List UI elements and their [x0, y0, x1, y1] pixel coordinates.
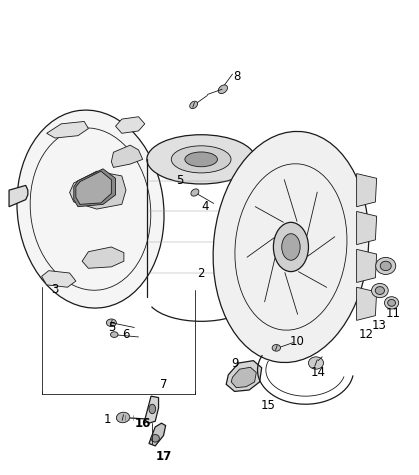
Polygon shape	[41, 271, 76, 287]
Polygon shape	[47, 122, 88, 138]
Ellipse shape	[385, 297, 398, 309]
Text: 15: 15	[261, 399, 275, 412]
Text: 5: 5	[108, 321, 115, 334]
Ellipse shape	[171, 146, 231, 173]
Ellipse shape	[149, 404, 155, 414]
Polygon shape	[116, 117, 145, 133]
Text: 4: 4	[202, 200, 209, 213]
Polygon shape	[70, 171, 126, 209]
Polygon shape	[357, 173, 377, 207]
Ellipse shape	[176, 165, 184, 172]
Ellipse shape	[116, 412, 130, 423]
Polygon shape	[76, 171, 111, 204]
Ellipse shape	[190, 101, 197, 109]
Text: 10: 10	[290, 335, 305, 348]
Polygon shape	[357, 211, 377, 245]
Text: 3: 3	[51, 283, 59, 296]
Ellipse shape	[273, 222, 308, 272]
Ellipse shape	[372, 284, 388, 298]
Ellipse shape	[111, 332, 118, 337]
Polygon shape	[149, 423, 166, 446]
Text: 7: 7	[160, 378, 167, 391]
Ellipse shape	[147, 135, 256, 184]
Text: 11: 11	[386, 307, 401, 320]
Ellipse shape	[388, 299, 396, 306]
Ellipse shape	[106, 319, 116, 326]
Ellipse shape	[308, 357, 323, 369]
Ellipse shape	[213, 132, 369, 362]
Ellipse shape	[376, 257, 396, 275]
Text: 5: 5	[176, 174, 184, 187]
Ellipse shape	[191, 189, 199, 196]
Polygon shape	[231, 367, 256, 388]
Ellipse shape	[272, 344, 280, 351]
Polygon shape	[111, 145, 143, 167]
Ellipse shape	[185, 152, 217, 167]
Ellipse shape	[151, 435, 159, 442]
Ellipse shape	[218, 85, 228, 94]
Text: 17: 17	[155, 450, 172, 463]
Ellipse shape	[375, 286, 385, 294]
Polygon shape	[226, 361, 262, 391]
Ellipse shape	[17, 110, 164, 308]
Polygon shape	[82, 247, 124, 268]
Polygon shape	[9, 185, 28, 207]
Text: 6: 6	[122, 328, 130, 341]
Text: 16: 16	[134, 417, 151, 430]
Polygon shape	[74, 169, 116, 207]
Text: 14: 14	[310, 366, 326, 379]
Ellipse shape	[380, 261, 391, 271]
Text: 2: 2	[197, 266, 205, 279]
Text: 9: 9	[231, 357, 238, 370]
Text: 8: 8	[233, 70, 241, 83]
Polygon shape	[145, 396, 158, 423]
Ellipse shape	[282, 234, 300, 260]
Polygon shape	[357, 249, 377, 283]
Text: 13: 13	[371, 319, 386, 332]
Text: 12: 12	[359, 328, 374, 341]
Text: 1: 1	[103, 413, 111, 427]
Polygon shape	[357, 287, 377, 320]
